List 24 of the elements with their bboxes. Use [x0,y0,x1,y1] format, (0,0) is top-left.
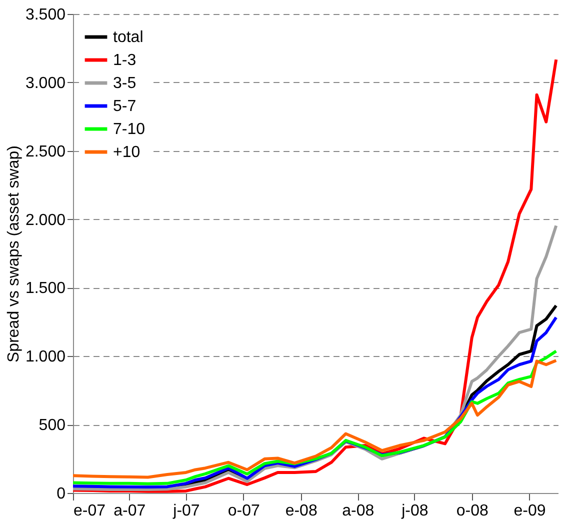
x-tick-label: o-07 [228,502,260,520]
x-tick-label: a-07 [114,502,146,520]
x-tick-label: j-07 [172,502,200,520]
x-tick-label: o-08 [456,502,488,520]
legend-label: +10 [113,144,140,161]
x-tick-label: e-08 [285,502,318,520]
y-tick-label: 3.500 [25,6,66,24]
legend-label: 5-7 [113,98,136,115]
y-tick-label: 0 [56,486,66,502]
x-tick-label: j-08 [400,502,428,520]
x-tick-label: a-08 [342,502,374,520]
legend-label: 1-3 [113,52,136,69]
y-tick-label: 1.000 [25,348,66,366]
legend-label: total [113,29,144,46]
y-tick-label: 2.500 [25,143,66,160]
y-tick-label: 2.000 [25,212,66,229]
y-tick-label: 3.000 [25,74,66,92]
legend-label: 7-10 [113,121,146,138]
y-axis-title: Spread vs swaps (asset swap) [5,146,22,362]
x-tick-label: e-07 [74,502,106,520]
legend-label: 3-5 [113,75,136,92]
y-tick-label: 1.500 [25,280,66,298]
x-tick-label: e-09 [514,502,546,520]
y-tick-label: 500 [38,417,66,434]
